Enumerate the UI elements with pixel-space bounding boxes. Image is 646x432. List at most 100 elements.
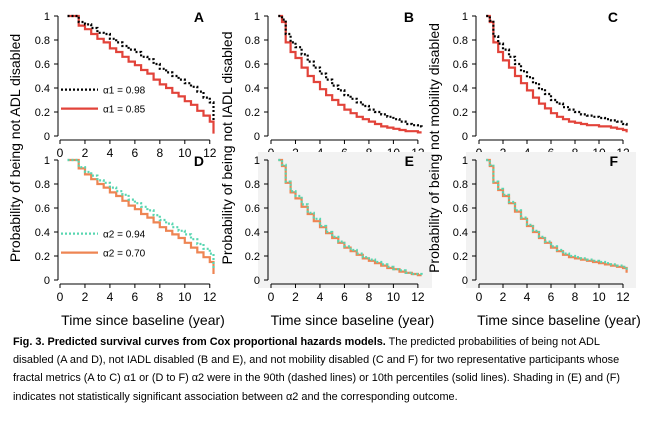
y-tick-label: 0.4 (245, 227, 260, 239)
curve-E-dotted (278, 158, 423, 276)
y-tick-label: 1 (44, 155, 50, 167)
y-tick-label: 0.6 (453, 203, 468, 215)
x-tick-label: 12 (203, 146, 217, 160)
y-tick-label: 0.8 (453, 179, 468, 191)
panel-E-shading (258, 152, 432, 288)
y-tick-label: 0 (462, 275, 468, 287)
figure-caption: Fig. 3. Predicted survival curves from C… (13, 333, 635, 406)
legend-label: α2 = 0.70 (103, 249, 146, 260)
x-tick-label: 12 (616, 290, 630, 304)
legend-A: α1 = 0.98 α1 = 0.85 (61, 86, 146, 116)
panel-F: 00.20.40.60.810 2 4 6 8 10 12F (453, 152, 636, 304)
legend-label: α2 = 0.94 (103, 230, 146, 241)
curve-C-dotted (486, 14, 628, 128)
curve-F-solid (486, 158, 628, 273)
y-tick-label: 0.8 (453, 35, 468, 47)
curve-A-solid (67, 14, 215, 134)
curve-C-solid (486, 14, 628, 133)
x-tick-label: 8 (366, 290, 373, 304)
y-tick-label: 0.2 (245, 251, 260, 263)
y-tick-label: 0.2 (453, 107, 468, 119)
x-tick-label: 10 (592, 290, 606, 304)
panel-B-letter: B (404, 9, 414, 25)
curve-B-solid (278, 14, 422, 134)
y-axis-title-A: Probability of being not ADL disabled (7, 34, 23, 262)
y-axis-title-C: Probability of being not mobility disabl… (426, 23, 442, 273)
y-tick-label: 0 (254, 275, 260, 287)
y-tick-label: 0 (462, 131, 468, 143)
x-tick-label: 10 (178, 290, 192, 304)
x-axis-title-0: Time since baseline (year) (61, 312, 225, 328)
x-tick-label: 10 (178, 146, 192, 160)
x-tick-label: 8 (572, 290, 579, 304)
x-tick-label: 0 (476, 290, 483, 304)
legend-D: α2 = 0.94 α2 = 0.70 (61, 230, 146, 260)
legend-label: α1 = 0.98 (103, 86, 146, 97)
panel-D-letter: D (194, 153, 204, 169)
y-tick-label: 1 (254, 11, 260, 23)
x-tick-label: 8 (156, 290, 163, 304)
y-tick-label: 0.2 (453, 251, 468, 263)
caption-title: Fig. 3. Predicted survival curves from C… (13, 336, 386, 348)
y-tick-label: 0.6 (453, 59, 468, 71)
x-tick-label: 2 (292, 290, 299, 304)
y-tick-label: 0.6 (245, 59, 260, 71)
y-tick-label: 0.2 (35, 107, 50, 119)
y-tick-label: 0.8 (35, 35, 50, 47)
panel-F-letter: F (609, 153, 618, 169)
y-tick-label: 0 (254, 131, 260, 143)
y-tick-label: 0.4 (453, 227, 468, 239)
x-tick-label: 10 (387, 290, 401, 304)
x-tick-label: 2 (82, 146, 89, 160)
x-tick-label: 0 (268, 290, 275, 304)
x-tick-label: 4 (107, 146, 114, 160)
x-axis-title-2: Time since baseline (year) (477, 312, 641, 328)
panel-F-shading (466, 152, 636, 288)
y-tick-label: 0 (44, 131, 50, 143)
x-tick-label: 8 (156, 146, 163, 160)
caption-body: The predicted probabilities of being not… (13, 336, 620, 403)
y-tick-label: 0.6 (245, 203, 260, 215)
y-tick-label: 0.8 (35, 179, 50, 191)
x-tick-label: 6 (132, 290, 139, 304)
panel-C: 00.20.40.60.81024681012C (453, 9, 630, 160)
x-tick-label: 0 (57, 146, 64, 160)
panel-B: 00.20.40.60.81024681012B (245, 9, 425, 160)
y-tick-label: 0.8 (245, 179, 260, 191)
x-tick-label: 0 (57, 290, 64, 304)
y-tick-label: 0 (44, 275, 50, 287)
y-tick-label: 0.4 (453, 83, 468, 95)
x-tick-label: 6 (341, 290, 348, 304)
curve-F-dotted (486, 158, 628, 272)
x-tick-label: 4 (317, 290, 324, 304)
y-tick-label: 0.2 (245, 107, 260, 119)
y-tick-label: 1 (44, 11, 50, 23)
x-axis-title-1: Time since baseline (year) (271, 312, 435, 328)
x-tick-label: 4 (524, 290, 531, 304)
x-tick-label: 4 (107, 290, 114, 304)
curve-D-dotted (67, 158, 215, 268)
y-axis-title-B: Probability of being not IADL disabled (219, 32, 235, 265)
panel-A-letter: A (194, 9, 204, 25)
y-tick-label: 1 (462, 155, 468, 167)
panel-E-letter: E (405, 153, 414, 169)
y-tick-label: 1 (254, 155, 260, 167)
x-tick-label: 6 (132, 146, 139, 160)
curve-A-dotted (67, 14, 215, 122)
y-tick-label: 0.2 (35, 251, 50, 263)
x-tick-label: 12 (411, 290, 425, 304)
y-tick-label: 1 (462, 11, 468, 23)
panel-E: 00.20.40.60.810 2 4 6 8 10 12E (245, 152, 432, 304)
x-tick-label: 12 (203, 290, 217, 304)
panel-C-letter: C (608, 9, 618, 25)
legend-label: α1 = 0.85 (103, 105, 146, 116)
x-tick-label: 2 (500, 290, 507, 304)
x-tick-label: 6 (548, 290, 555, 304)
y-tick-label: 0.4 (245, 83, 260, 95)
y-tick-label: 0.4 (35, 83, 50, 95)
y-tick-label: 0.6 (35, 59, 50, 71)
y-tick-label: 0.6 (35, 203, 50, 215)
